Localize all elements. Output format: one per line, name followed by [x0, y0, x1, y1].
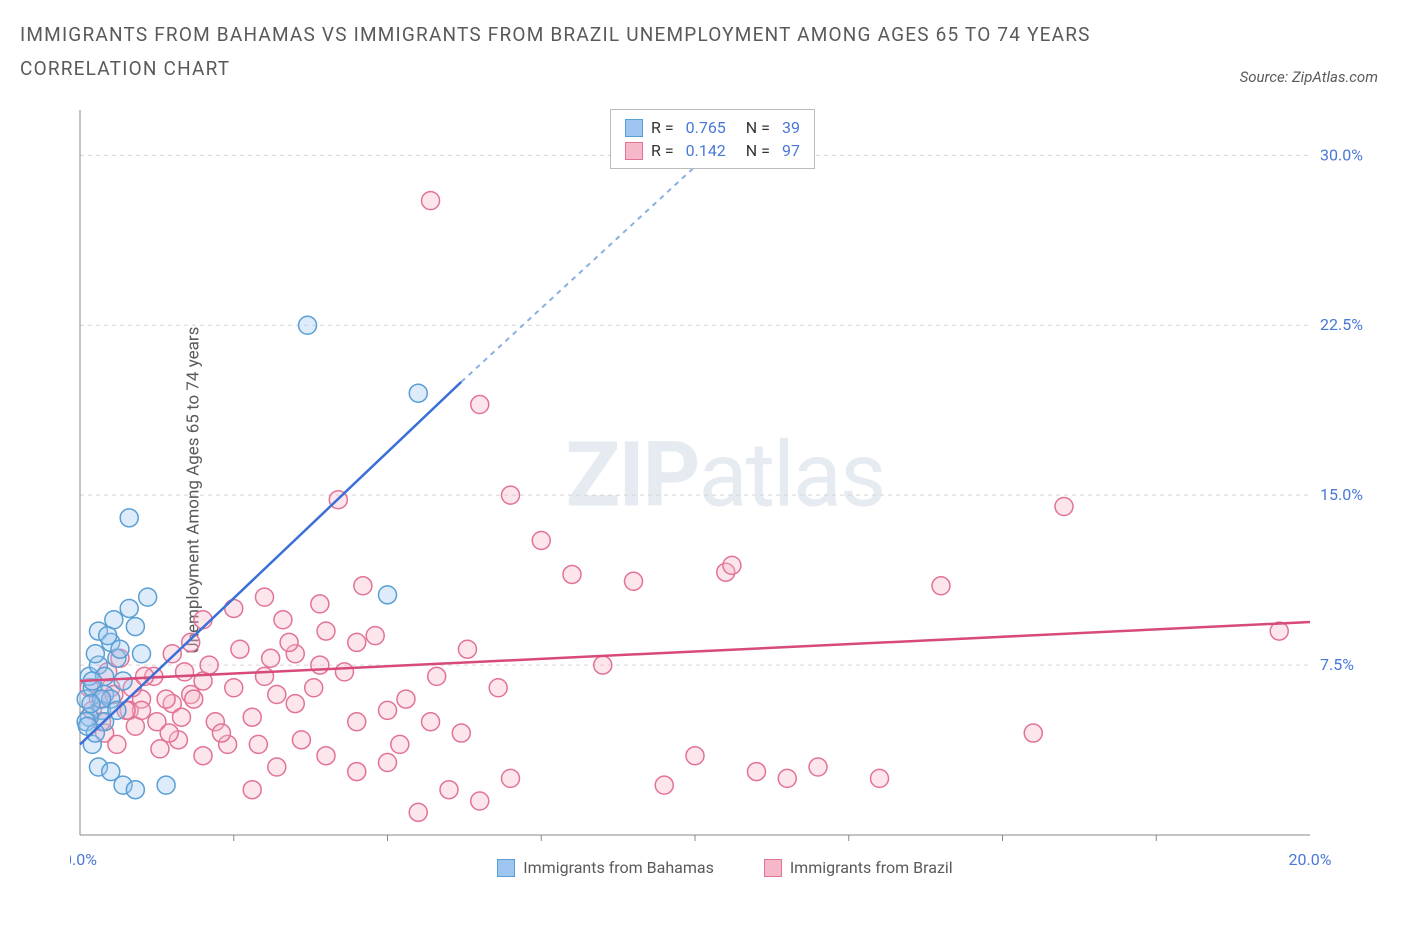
n-value-bahamas: 39 [782, 118, 800, 137]
legend-label-brazil: Immigrants from Brazil [790, 858, 953, 877]
svg-text:30.0%: 30.0% [1320, 145, 1363, 164]
chart-title: IMMIGRANTS FROM BAHAMAS VS IMMIGRANTS FR… [20, 18, 1170, 86]
svg-text:7.5%: 7.5% [1320, 655, 1354, 674]
series-legend: Immigrants from Bahamas Immigrants from … [70, 858, 1380, 877]
stats-legend: R = 0.765 N = 39 R = 0.142 N = 97 [610, 109, 815, 169]
scatter-plot: 7.5%15.0%22.5%30.0%0.0%20.0% [70, 105, 1380, 875]
n-label: N = [746, 141, 770, 160]
chart-area: Unemployment Among Ages 65 to 74 years Z… [70, 105, 1380, 875]
r-value-brazil: 0.142 [686, 141, 726, 160]
r-value-bahamas: 0.765 [686, 118, 726, 137]
svg-text:22.5%: 22.5% [1320, 315, 1363, 334]
legend-label-bahamas: Immigrants from Bahamas [523, 858, 714, 877]
r-label: R = [651, 141, 674, 160]
n-label: N = [746, 118, 770, 137]
legend-item-bahamas: Immigrants from Bahamas [497, 858, 714, 877]
stats-row-bahamas: R = 0.765 N = 39 [625, 116, 800, 139]
r-label: R = [651, 118, 674, 137]
swatch-brazil [764, 859, 782, 877]
n-value-brazil: 97 [782, 141, 800, 160]
svg-text:15.0%: 15.0% [1320, 485, 1363, 504]
swatch-bahamas [625, 119, 643, 137]
swatch-brazil [625, 142, 643, 160]
stats-row-brazil: R = 0.142 N = 97 [625, 139, 800, 162]
source-attribution: Source: ZipAtlas.com [1240, 68, 1378, 86]
swatch-bahamas [497, 859, 515, 877]
legend-item-brazil: Immigrants from Brazil [764, 858, 953, 877]
